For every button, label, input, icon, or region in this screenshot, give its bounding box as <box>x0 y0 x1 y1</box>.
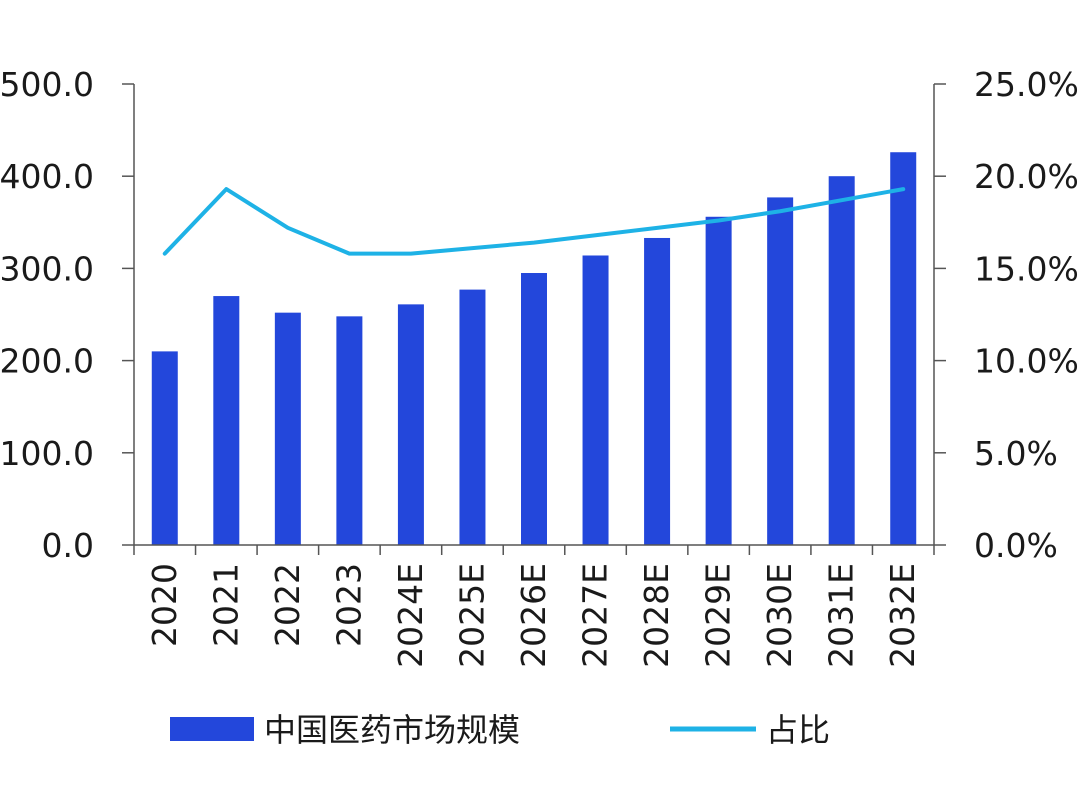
legend: 中国医药市场规模 占比 <box>170 711 830 749</box>
line-layer <box>162 187 906 256</box>
bar-2026E <box>521 273 547 545</box>
legend-label-bar: 中国医药市场规模 <box>264 711 520 749</box>
x-tick-label-2023: 2023 <box>329 563 368 647</box>
left-y-tick-label: 400.0 <box>0 157 94 196</box>
x-tick-label-2020: 2020 <box>145 563 184 647</box>
left-y-tick-label: 300.0 <box>0 249 94 288</box>
bars-layer <box>151 152 917 546</box>
bar-2032E <box>890 152 917 546</box>
x-tick-label-2028E: 2028E <box>637 563 676 668</box>
legend-label-line: 占比 <box>766 711 830 749</box>
right-y-tick-label: 10.0% <box>974 342 1079 381</box>
bar-2025E <box>459 289 486 545</box>
x-tick-label-2029E: 2029E <box>699 563 738 668</box>
bar-2030E <box>767 197 794 545</box>
x-tick-label-2025E: 2025E <box>452 563 491 668</box>
legend-swatch-bar <box>170 717 254 741</box>
bar-2021 <box>213 296 240 545</box>
x-tick-label-2026E: 2026E <box>514 563 553 668</box>
bar-2022 <box>274 312 301 545</box>
bar-2020 <box>151 351 178 545</box>
left-y-tick-label: 0.0 <box>42 526 94 565</box>
bar-2023 <box>336 316 363 545</box>
left-y-tick-label: 500.0 <box>0 65 94 104</box>
left-y-tick-label: 200.0 <box>0 342 94 381</box>
x-tick-label-2031E: 2031E <box>822 563 861 668</box>
axes-layer <box>122 83 946 555</box>
left-y-tick-label: 100.0 <box>0 434 94 473</box>
x-tick-label-2024E: 2024E <box>391 563 430 668</box>
right-y-tick-label: 0.0% <box>974 526 1058 565</box>
bar-2029E <box>705 216 732 545</box>
right-y-tick-label: 15.0% <box>974 249 1079 288</box>
bar-2031E <box>828 176 855 545</box>
x-tick-label-2032E: 2032E <box>883 563 922 668</box>
x-tick-label-2022: 2022 <box>268 563 307 647</box>
right-y-tick-label: 20.0% <box>974 157 1079 196</box>
x-tick-label-2030E: 2030E <box>760 563 799 668</box>
x-tick-label-2027E: 2027E <box>576 563 615 668</box>
right-y-tick-label: 25.0% <box>974 65 1079 104</box>
right-y-tick-label: 5.0% <box>974 434 1058 473</box>
bar-2028E <box>644 237 671 545</box>
bar-2024E <box>397 304 424 545</box>
labels-layer: 0.0 100.0 200.0 300.0 400.0 500.0 0.0% 5.0% 10.0… <box>0 65 1079 668</box>
bar-2027E <box>582 255 609 546</box>
x-tick-label-2021: 2021 <box>206 563 245 647</box>
